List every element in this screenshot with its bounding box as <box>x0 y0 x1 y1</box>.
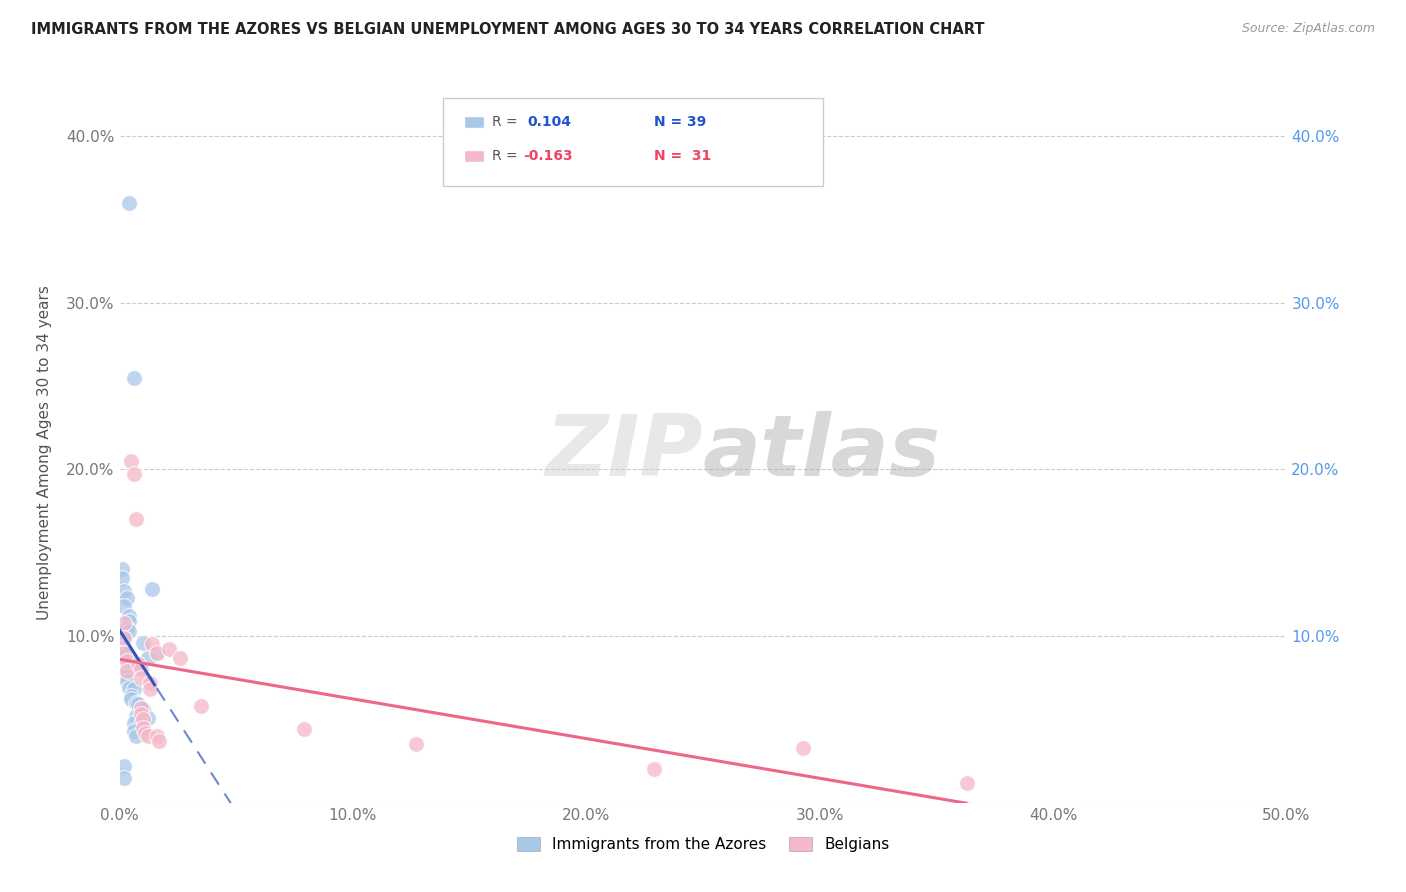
Point <box>122 724 145 739</box>
Point <box>129 662 152 676</box>
Point <box>118 195 141 210</box>
Text: 0.104: 0.104 <box>527 115 571 129</box>
Y-axis label: Unemployment Among Ages 30 to 34 years: Unemployment Among Ages 30 to 34 years <box>38 285 52 620</box>
Point <box>292 723 315 737</box>
Text: N =  31: N = 31 <box>654 149 711 163</box>
Point <box>139 682 162 697</box>
Point <box>120 454 142 468</box>
Point <box>122 370 145 384</box>
Point <box>125 709 148 723</box>
Point <box>125 512 148 526</box>
Point <box>125 729 148 743</box>
Point <box>146 646 169 660</box>
Point <box>134 726 156 740</box>
Point <box>112 664 135 678</box>
Point <box>120 689 142 703</box>
Point <box>405 738 427 752</box>
Point <box>118 681 141 695</box>
Point <box>129 717 152 731</box>
Text: N = 39: N = 39 <box>654 115 706 129</box>
Point <box>122 682 145 697</box>
Point <box>111 562 134 576</box>
Point <box>129 700 152 714</box>
Point <box>112 759 135 773</box>
Point <box>111 571 134 585</box>
Point <box>115 664 138 678</box>
Point <box>127 698 149 712</box>
Point <box>132 713 155 727</box>
Point <box>115 654 138 668</box>
Point <box>643 763 665 777</box>
Point <box>132 636 155 650</box>
Point <box>129 671 152 685</box>
Point <box>112 659 135 673</box>
Point <box>115 669 138 683</box>
Point <box>792 740 814 755</box>
Point <box>141 637 163 651</box>
Text: -0.163: -0.163 <box>523 149 572 163</box>
Point <box>169 650 191 665</box>
Point <box>115 648 138 662</box>
Point <box>120 692 142 706</box>
Point <box>112 615 135 630</box>
Point <box>141 582 163 597</box>
Point <box>112 599 135 613</box>
Point <box>132 702 155 716</box>
Point <box>129 700 152 714</box>
Point <box>146 646 169 660</box>
Text: atlas: atlas <box>703 411 941 494</box>
Point <box>136 729 159 743</box>
Point <box>127 657 149 672</box>
Point <box>112 640 135 655</box>
Text: IMMIGRANTS FROM THE AZORES VS BELGIAN UNEMPLOYMENT AMONG AGES 30 TO 34 YEARS COR: IMMIGRANTS FROM THE AZORES VS BELGIAN UN… <box>31 22 984 37</box>
Point <box>112 632 135 647</box>
Point <box>118 624 141 638</box>
Point <box>112 584 135 599</box>
Point <box>129 707 152 722</box>
Text: ZIP: ZIP <box>546 411 703 494</box>
Point <box>956 776 979 790</box>
Point <box>146 729 169 743</box>
Point <box>115 674 138 689</box>
Point <box>136 711 159 725</box>
Point <box>122 467 145 482</box>
Point <box>112 771 135 785</box>
Text: R =: R = <box>492 115 517 129</box>
Point <box>118 609 141 624</box>
Point <box>190 699 212 714</box>
Point <box>115 591 138 605</box>
Point <box>118 614 141 628</box>
Point <box>139 675 162 690</box>
Point <box>132 721 155 735</box>
Point <box>125 696 148 710</box>
Point <box>118 652 141 666</box>
Point <box>122 715 145 730</box>
Point <box>157 642 180 657</box>
Point <box>148 734 170 748</box>
Point <box>112 646 135 660</box>
Point <box>115 621 138 635</box>
Point <box>136 650 159 665</box>
Legend: Immigrants from the Azores, Belgians: Immigrants from the Azores, Belgians <box>510 830 896 858</box>
Text: Source: ZipAtlas.com: Source: ZipAtlas.com <box>1241 22 1375 36</box>
Point <box>112 631 135 645</box>
Text: R =: R = <box>492 149 517 163</box>
